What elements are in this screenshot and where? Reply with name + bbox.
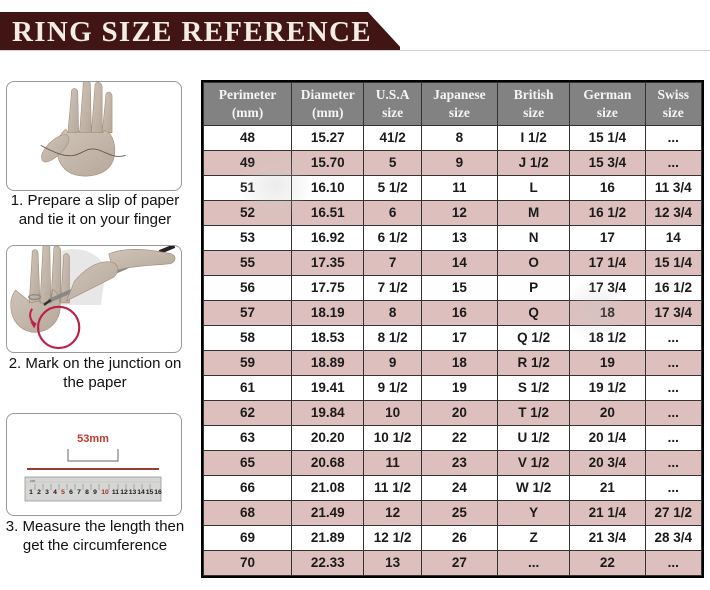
svg-text:2: 2 [37, 489, 41, 496]
svg-text:10: 10 [101, 489, 109, 496]
svg-text:14: 14 [137, 489, 145, 496]
svg-text:12: 12 [120, 489, 128, 496]
svg-text:8: 8 [85, 489, 89, 496]
svg-text:16: 16 [154, 489, 162, 496]
svg-text:1: 1 [29, 489, 33, 496]
svg-text:5: 5 [61, 489, 65, 496]
svg-text:6: 6 [69, 489, 73, 496]
svg-text:9: 9 [93, 489, 97, 496]
svg-text:15: 15 [146, 489, 154, 496]
svg-text:11: 11 [112, 489, 119, 496]
svg-text:4: 4 [53, 489, 57, 496]
svg-text:3: 3 [45, 489, 49, 496]
svg-text:13: 13 [129, 489, 137, 496]
svg-text:cm: cm [30, 478, 36, 483]
svg-text:53mm: 53mm [77, 433, 109, 445]
svg-text:7: 7 [77, 489, 81, 496]
